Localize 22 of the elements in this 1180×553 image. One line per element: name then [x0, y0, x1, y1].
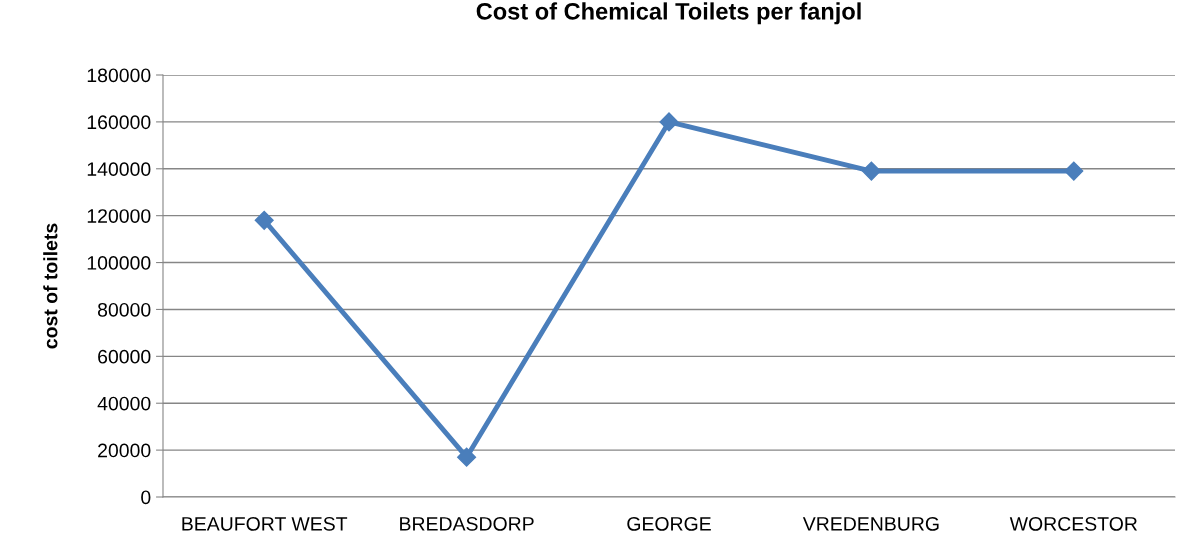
x-tick-label: BEAUFORT WEST	[182, 516, 348, 531]
y-tick-label: 120000	[87, 209, 151, 223]
y-tick-label: 160000	[87, 115, 151, 130]
x-tick-label: WORCESTOR	[1009, 516, 1137, 531]
y-tick-label: 100000	[87, 256, 151, 270]
x-tick-label: BREDASDORP	[400, 516, 534, 531]
point	[861, 161, 881, 181]
y-tick-label: 40000	[97, 396, 151, 411]
y-tick-label: 180000	[87, 68, 151, 83]
y-tick-label: 20000	[98, 443, 151, 458]
point	[1064, 161, 1084, 181]
y-tick-label: 0	[141, 490, 151, 505]
point	[659, 112, 679, 132]
chart-title: Cost of Chemical Toilets per fanjol	[476, 2, 861, 25]
x-tick-label: GEORGE	[627, 516, 711, 531]
y-tick-label: 80000	[97, 302, 151, 317]
y-tick-label: 60000	[98, 349, 151, 364]
x-tick-label: VREDENBURG	[802, 516, 939, 531]
y-axis-title: cost of toilets	[43, 223, 58, 349]
point	[254, 210, 274, 230]
y-tick-label: 140000	[87, 162, 151, 177]
point	[457, 447, 477, 467]
